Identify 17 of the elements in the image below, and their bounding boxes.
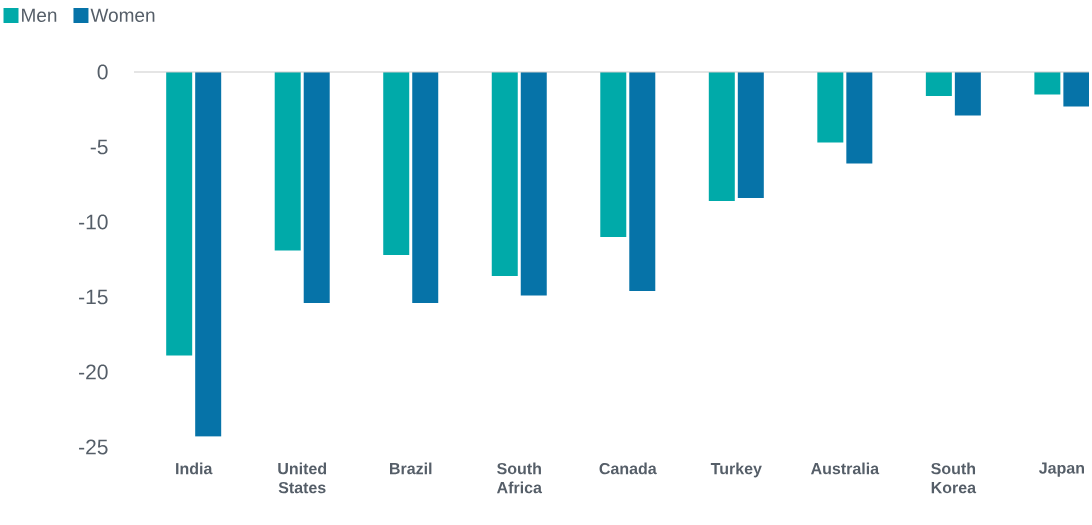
x-tick-label: South Korea [931, 462, 977, 494]
y-tick-label: -20 [79, 364, 108, 380]
x-tick-label: United States [278, 462, 327, 494]
x-tick-label: Turkey [710, 462, 762, 478]
x-tick-label: South Africa [496, 462, 543, 494]
y-tick-label: -5 [90, 139, 108, 155]
y-tick-label: -25 [79, 439, 108, 455]
legend-label: Men [22, 8, 57, 22]
y-tick-label: 0 [97, 64, 108, 80]
legend-label: Women [90, 8, 155, 22]
x-tick-label: Australia [810, 462, 880, 475]
x-tick-label: Japan [1038, 462, 1084, 477]
y-tick-label: -15 [79, 289, 108, 305]
x-tick-label: Canada [599, 462, 657, 475]
x-tick-label: Brazil [390, 462, 432, 475]
y-tick-label: -10 [79, 214, 108, 230]
x-tick-label: India [176, 462, 213, 475]
